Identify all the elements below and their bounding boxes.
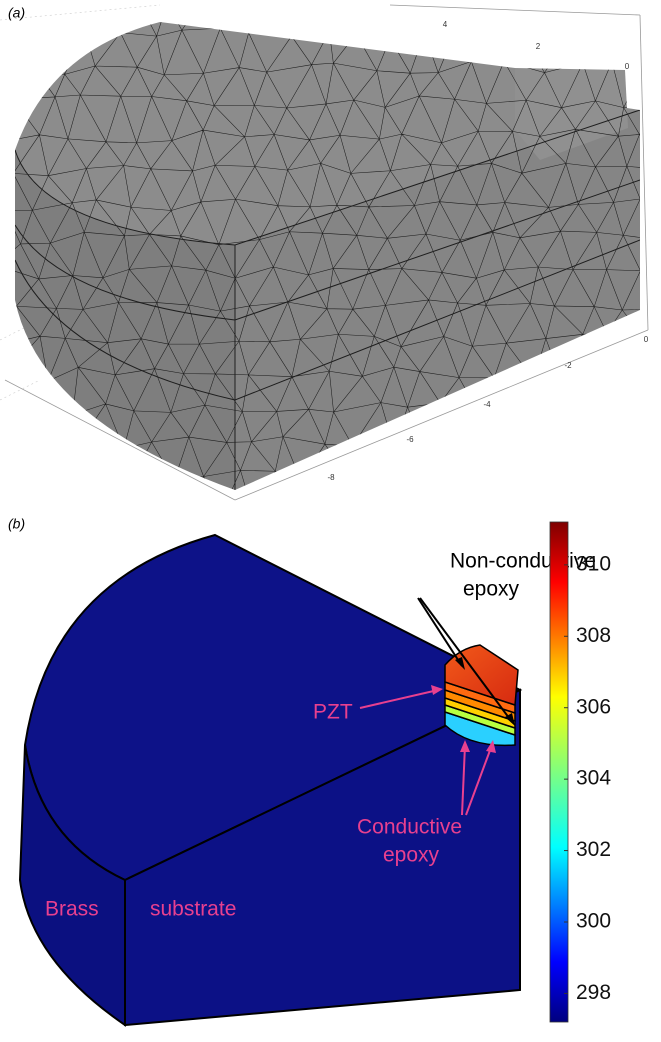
axis-tick-label: -6 xyxy=(406,435,414,444)
colorbar-tick-label: 306 xyxy=(576,695,611,718)
colorbar xyxy=(550,522,568,1022)
panel-label: (a) xyxy=(8,5,25,21)
axis-tick-label: 2 xyxy=(536,42,541,51)
annotation: Brass xyxy=(45,898,99,921)
annotation: PZT xyxy=(313,701,353,724)
colorbar-tick-label: 300 xyxy=(576,910,611,933)
axis-tick-label: -2 xyxy=(564,361,572,370)
annotation: epoxy xyxy=(463,578,520,601)
panel-a: (a) 4 2 0 0 -2 -4 -6 -8 xyxy=(0,0,661,517)
colorbar-tick-label: 308 xyxy=(576,624,611,647)
panel-b: (b) Non-conductive epoxy PZT Conductive … xyxy=(8,516,611,1025)
figure: (a) 4 2 0 0 -2 -4 -6 -8 (b) Non-conductive epox… xyxy=(0,0,661,1037)
colorbar-tick-label: 302 xyxy=(576,838,611,861)
axis-tick-label: -8 xyxy=(327,473,335,482)
axis-tick-label: 4 xyxy=(443,20,448,29)
annotation: Non-conductive xyxy=(450,550,596,573)
axis-tick-label: 0 xyxy=(644,335,649,344)
colorbar-tick-label: 310 xyxy=(576,552,611,575)
panel-label: (b) xyxy=(8,516,25,532)
annotation: epoxy xyxy=(383,844,440,867)
axis-tick-label: -4 xyxy=(483,400,491,409)
colorbar-tick-label: 298 xyxy=(576,981,611,1004)
colorbar-tick-label: 304 xyxy=(576,767,611,790)
colorbar-ticks: 310 308 306 304 302 300 298 xyxy=(564,552,611,1004)
annotation: Conductive xyxy=(357,816,462,839)
annotation: substrate xyxy=(150,898,236,921)
axis-tick-label: 0 xyxy=(625,62,630,71)
page: (a) 4 2 0 0 -2 -4 -6 -8 (b) Non-conductive epox… xyxy=(0,0,661,1042)
